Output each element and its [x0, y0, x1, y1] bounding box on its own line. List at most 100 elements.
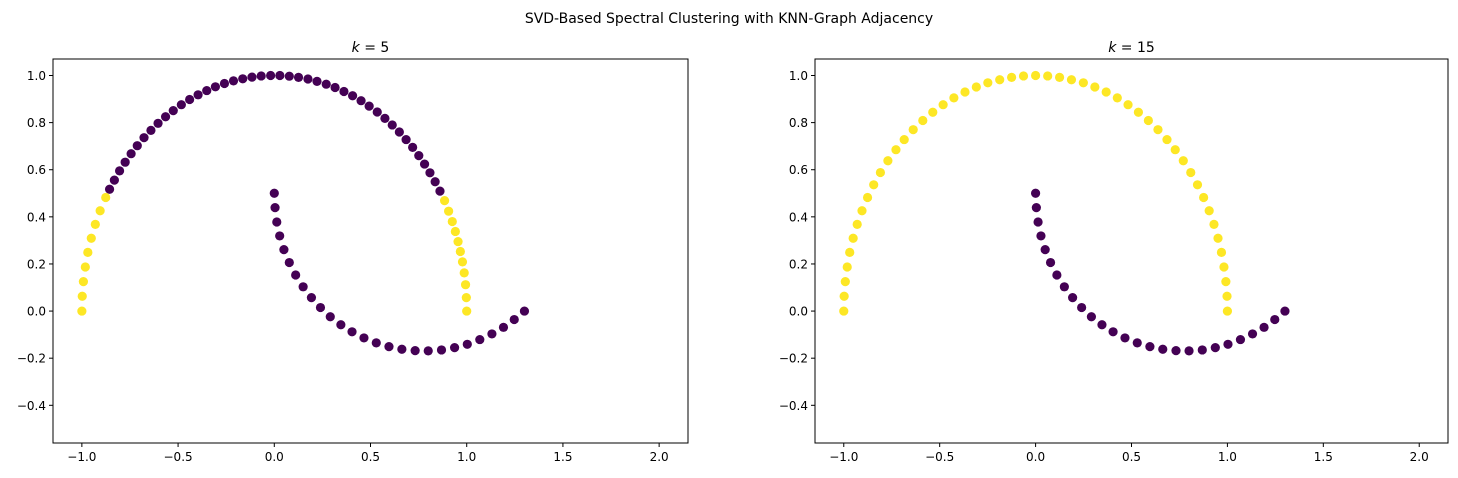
x-tick-label: 1.5	[1314, 450, 1333, 464]
scatter-point-cluster-1	[1090, 82, 1100, 92]
scatter-point-cluster-1	[949, 93, 959, 103]
scatter-point-cluster-0	[293, 72, 304, 82]
scatter-point-cluster-0	[371, 338, 381, 348]
scatter-point-cluster-1	[1153, 125, 1163, 135]
scatter-point-cluster-0	[1059, 282, 1069, 292]
y-tick-label: 0.8	[789, 116, 808, 130]
scatter-point-cluster-0	[519, 306, 530, 316]
scatter-point-cluster-1	[928, 107, 938, 117]
scatter-point-cluster-0	[132, 141, 142, 151]
scatter-point-cluster-1	[459, 268, 469, 278]
scatter-point-cluster-0	[1030, 188, 1041, 198]
scatter-point-cluster-0	[380, 113, 390, 123]
y-tick-label: 0.2	[789, 257, 808, 271]
scatter-point-cluster-1	[1209, 219, 1219, 229]
scatter-point-cluster-0	[462, 339, 472, 349]
scatter-point-cluster-1	[1222, 291, 1232, 301]
scatter-point-cluster-0	[275, 231, 285, 241]
scatter-point-cluster-1	[857, 206, 867, 216]
scatter-point-cluster-0	[168, 105, 178, 116]
scatter-point-cluster-1	[899, 134, 909, 145]
scatter-point-cluster-0	[303, 74, 313, 84]
scatter-point-cluster-0	[104, 184, 115, 194]
scatter-point-cluster-1	[1222, 306, 1233, 316]
scatter-point-cluster-1	[869, 180, 879, 190]
scatter-point-cluster-1	[960, 87, 970, 97]
scatter-point-cluster-0	[425, 168, 435, 178]
x-tick-label: −1.0	[67, 450, 96, 464]
points-layer	[839, 70, 1290, 356]
scatter-point-cluster-0	[348, 91, 358, 101]
y-tick-label: 0.2	[27, 257, 46, 271]
scatter-point-cluster-1	[439, 195, 450, 206]
scatter-point-cluster-0	[160, 112, 171, 122]
scatter-point-cluster-1	[444, 206, 454, 216]
scatter-point-cluster-1	[457, 257, 468, 267]
scatter-point-cluster-0	[247, 72, 257, 82]
scatter-point-cluster-1	[90, 219, 100, 229]
scatter-point-cluster-0	[202, 85, 212, 96]
x-tick-label: 2.0	[650, 450, 669, 464]
scatter-point-cluster-1	[1078, 78, 1088, 88]
scatter-point-cluster-1	[1101, 87, 1111, 97]
scatter-point-cluster-0	[139, 133, 149, 143]
y-tick-label: −0.2	[17, 352, 46, 366]
scatter-point-cluster-0	[1158, 344, 1168, 354]
scatter-point-cluster-1	[845, 247, 855, 258]
scatter-point-cluster-0	[1086, 312, 1097, 322]
title-rest: = 15	[1116, 40, 1154, 56]
scatter-point-cluster-0	[1184, 346, 1194, 356]
scatter-point-cluster-0	[384, 342, 394, 352]
scatter-point-cluster-1	[875, 167, 886, 178]
scatter-point-cluster-1	[908, 125, 918, 135]
scatter-point-cluster-0	[176, 100, 186, 110]
scatter-point-cluster-0	[185, 94, 195, 105]
scatter-point-cluster-0	[1040, 244, 1050, 255]
subplot-title: k = 5	[352, 40, 390, 56]
scatter-point-cluster-0	[475, 334, 485, 345]
title-variable: k	[1108, 40, 1117, 56]
scatter-point-cluster-1	[1213, 233, 1223, 243]
scatter-point-cluster-0	[1223, 339, 1233, 349]
x-tick-label: 0.0	[265, 450, 284, 464]
scatter-point-cluster-0	[419, 159, 430, 169]
scatter-point-cluster-1	[883, 156, 893, 166]
scatter-point-cluster-0	[1031, 203, 1041, 213]
scatter-point-cluster-1	[840, 277, 850, 287]
scatter-point-cluster-1	[83, 247, 93, 258]
scatter-point-cluster-1	[862, 192, 873, 203]
scatter-point-cluster-0	[1033, 217, 1043, 227]
scatter-point-cluster-0	[238, 74, 248, 84]
scatter-point-cluster-1	[848, 233, 858, 243]
x-tick-label: −1.0	[829, 450, 858, 464]
scatter-point-cluster-0	[1247, 329, 1258, 339]
scatter-point-cluster-0	[266, 70, 276, 81]
y-tick-label: −0.4	[779, 399, 808, 413]
scatter-point-cluster-1	[1204, 206, 1214, 216]
scatter-point-cluster-0	[414, 150, 424, 161]
y-tick-label: 1.0	[27, 69, 46, 83]
scatter-point-cluster-1	[839, 291, 849, 301]
y-tick-label: 0.4	[789, 210, 808, 224]
scatter-point-cluster-0	[298, 282, 308, 292]
subplot-title: k = 15	[1108, 40, 1155, 56]
figure-suptitle: SVD-Based Spectral Clustering with KNN-G…	[525, 11, 933, 27]
scatter-point-cluster-0	[401, 134, 411, 145]
scatter-point-cluster-0	[1077, 302, 1087, 313]
scatter-point-cluster-0	[410, 346, 420, 356]
scatter-point-cluster-0	[315, 302, 326, 313]
scatter-point-cluster-1	[1054, 72, 1065, 82]
x-tick-label: 1.5	[553, 450, 572, 464]
scatter-point-cluster-0	[219, 78, 230, 89]
scatter-point-cluster-0	[394, 127, 404, 137]
x-tick-label: −0.5	[925, 450, 954, 464]
scatter-point-cluster-1	[852, 219, 862, 229]
scatter-point-cluster-1	[1219, 262, 1229, 272]
scatter-point-cluster-1	[447, 216, 457, 227]
scatter-point-cluster-1	[1143, 115, 1153, 126]
scatter-point-cluster-1	[1216, 247, 1227, 258]
scatter-point-cluster-1	[86, 233, 96, 243]
scatter-point-cluster-1	[95, 206, 105, 216]
scatter-point-cluster-0	[359, 333, 369, 343]
scatter-point-cluster-1	[983, 78, 993, 88]
